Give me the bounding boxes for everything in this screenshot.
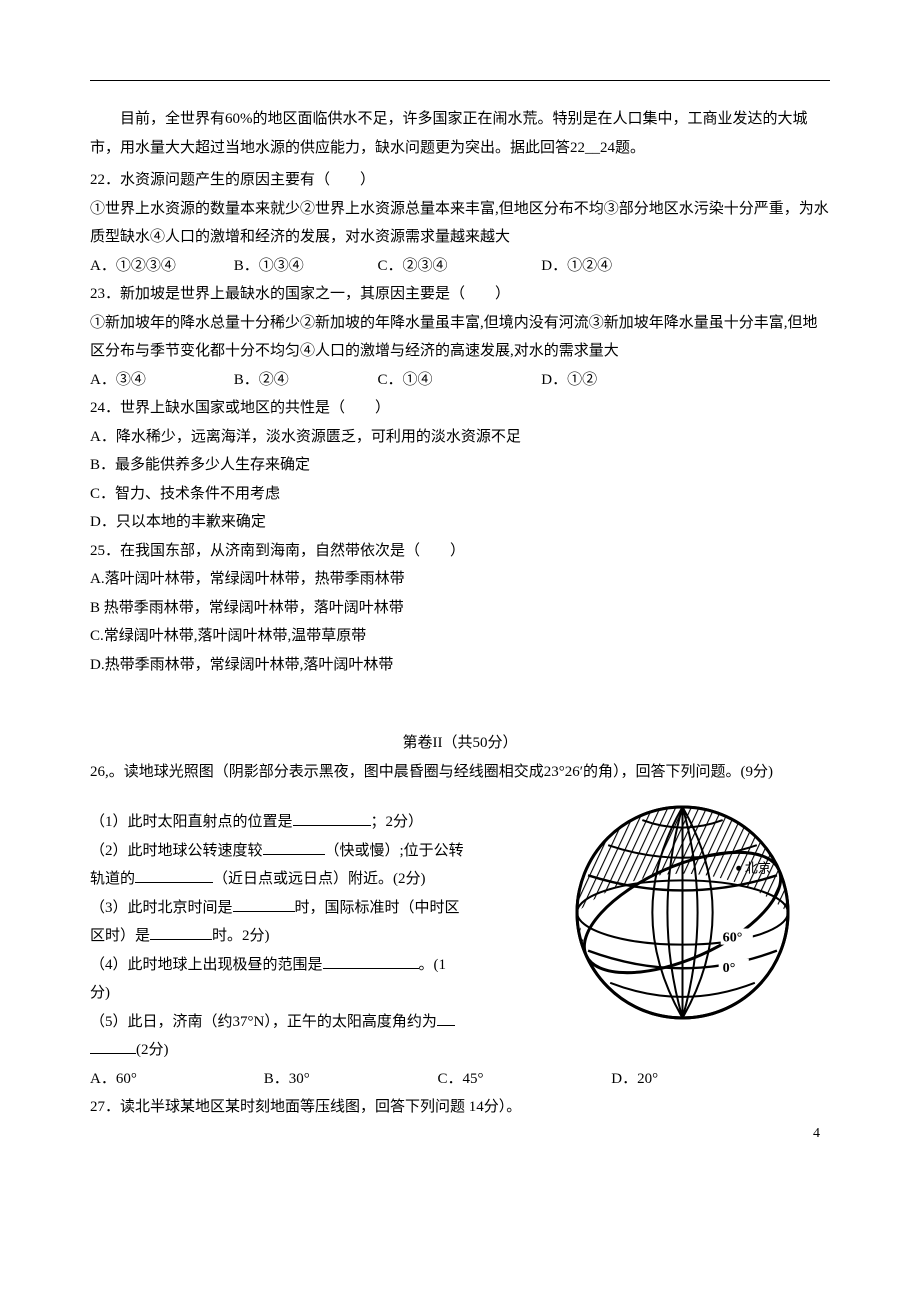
blank (293, 825, 371, 826)
globe-figure: 北京 60° 0° (570, 800, 795, 1025)
exam-page: 目前，全世界有60%的地区面临供水不足，许多国家正在闹水荒。特别是在人口集中，工… (0, 0, 920, 1162)
q23-opt-a: A．③④ (90, 366, 230, 395)
q26-3-c: 区时）是 (90, 928, 150, 944)
q26-opt-c: C．45° (438, 1065, 608, 1094)
q25-opt-b: B 热带季雨林带，常绿阔叶林带，落叶阔叶林带 (90, 594, 830, 623)
blank (150, 939, 212, 940)
q26-2-d: （近日点或远日点）附近。(2分) (213, 871, 426, 887)
page-number: 4 (813, 1126, 820, 1142)
q23-options: A．③④ B．②④ C．①④ D．①② (90, 366, 830, 395)
q26-5-b: (2分) (136, 1042, 169, 1058)
top-divider (90, 80, 830, 81)
q26-2-b: （快或慢）;位于公转 (325, 843, 464, 859)
q26-1-b: ；2分） (371, 814, 424, 830)
q27-stem: 27．读北半球某地区某时刻地面等压线图，回答下列问题 14分）。 (90, 1093, 830, 1122)
blank (437, 1025, 455, 1026)
q26-3-d: 时。2分) (212, 928, 270, 944)
blank (233, 911, 295, 912)
q22-items: ①世界上水资源的数量本来就少②世界上水资源总量本来丰富,但地区分布不均③部分地区… (90, 195, 830, 252)
q23-opt-d: D．①② (541, 366, 597, 395)
globe-label-0: 0° (723, 960, 736, 976)
q26-1-a: （1）此时太阳直射点的位置是 (90, 814, 293, 830)
q22-opt-b: B．①③④ (234, 252, 374, 281)
q24-opt-c: C．智力、技术条件不用考虑 (90, 480, 830, 509)
q22-stem: 22．水资源问题产生的原因主要有（ ） (90, 166, 830, 195)
q24-opt-d: D．只以本地的丰歉来确定 (90, 508, 830, 537)
section2-title: 第卷II（共50分） (90, 729, 830, 758)
q24-stem: 24．世界上缺水国家或地区的共性是（ ） (90, 394, 830, 423)
q24-opt-b: B．最多能供养多少人生存来确定 (90, 451, 830, 480)
q22-opt-d: D．①②④ (541, 252, 612, 281)
q23-stem: 23．新加坡是世界上最缺水的国家之一，其原因主要是（ ） (90, 280, 830, 309)
q25-stem: 25．在我国东部，从济南到海南，自然带依次是（ ） (90, 537, 830, 566)
q26-options: A．60° B．30° C．45° D．20° (90, 1065, 830, 1094)
q22-opt-c: C．②③④ (378, 252, 538, 281)
q26-4-c: 分) (90, 979, 520, 1008)
q26-2-c: 轨道的 (90, 871, 135, 887)
q22-opt-a: A．①②③④ (90, 252, 230, 281)
q25-opt-c: C.常绿阔叶林带,落叶阔叶林带,温带草原带 (90, 622, 830, 651)
q26-opt-d: D．20° (611, 1065, 658, 1094)
globe-label-60: 60° (723, 930, 743, 946)
q26-block: （1）此时太阳直射点的位置是 ；2分） （2）此时地球公转速度较 （快或慢）;位于公… (90, 790, 830, 1065)
q22-options: A．①②③④ B．①③④ C．②③④ D．①②④ (90, 252, 830, 281)
globe-svg-icon: 北京 60° 0° (570, 800, 795, 1025)
q26-5-a: （5）此日，济南（约37°N），正午的太阳高度角约为 (90, 1014, 437, 1030)
q26-intro: 26,。读地球光照图（阴影部分表示黑夜，图中晨昏圈与经线圈相交成23°26′的角… (90, 758, 830, 787)
q26-4-a: （4）此时地球上出现极昼的范围是 (90, 957, 323, 973)
blank (135, 882, 213, 883)
intro-paragraph: 目前，全世界有60%的地区面临供水不足，许多国家正在闹水荒。特别是在人口集中，工… (90, 105, 830, 162)
q26-opt-a: A．60° (90, 1065, 260, 1094)
q23-opt-c: C．①④ (378, 366, 538, 395)
q26-3-a: （3）此时北京时间是 (90, 900, 233, 916)
q23-items: ①新加坡年的降水总量十分稀少②新加坡的年降水量虽丰富,但境内没有河流③新加坡年降… (90, 309, 830, 366)
blank (263, 854, 325, 855)
q23-opt-b: B．②④ (234, 366, 374, 395)
q26-opt-b: B．30° (264, 1065, 434, 1094)
q26-4-b: 。(1 (419, 957, 447, 973)
globe-label-beijing: 北京 (745, 860, 771, 875)
blank (90, 1053, 136, 1054)
q24-opt-a: A．降水稀少，远离海洋，淡水资源匮乏，可利用的淡水资源不足 (90, 423, 830, 452)
q26-2-a: （2）此时地球公转速度较 (90, 843, 263, 859)
q25-opt-d: D.热带季雨林带，常绿阔叶林带,落叶阔叶林带 (90, 651, 830, 680)
blank (323, 968, 419, 969)
q26-3-b: 时，国际标准时（中时区 (295, 900, 460, 916)
q25-opt-a: A.落叶阔叶林带，常绿阔叶林带，热带季雨林带 (90, 565, 830, 594)
q26-text-column: （1）此时太阳直射点的位置是 ；2分） （2）此时地球公转速度较 （快或慢）;位于公… (90, 808, 520, 1065)
